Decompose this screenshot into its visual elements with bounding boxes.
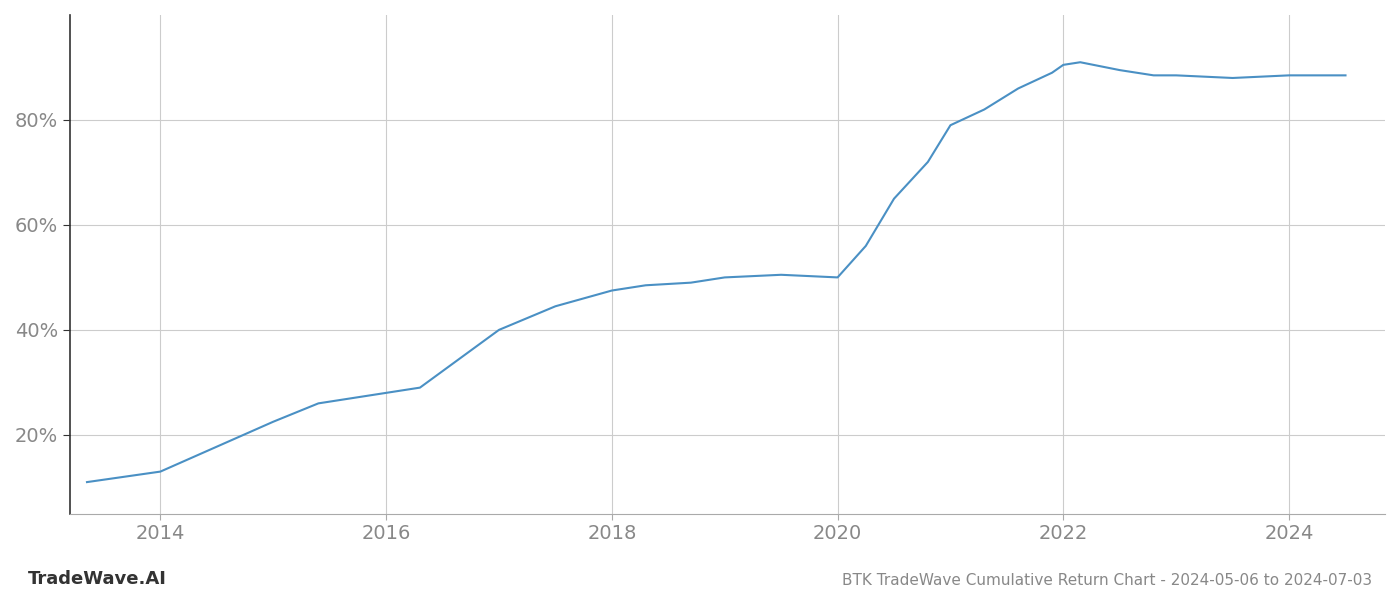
Text: TradeWave.AI: TradeWave.AI [28,570,167,588]
Text: BTK TradeWave Cumulative Return Chart - 2024-05-06 to 2024-07-03: BTK TradeWave Cumulative Return Chart - … [841,573,1372,588]
